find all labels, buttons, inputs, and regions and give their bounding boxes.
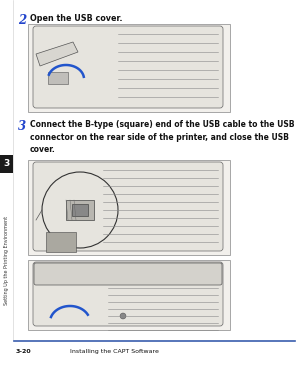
FancyBboxPatch shape [33, 162, 223, 251]
Bar [72, 204, 88, 216]
FancyBboxPatch shape [33, 262, 223, 326]
Bar [28, 24, 230, 112]
Bar [28, 160, 230, 255]
Bar [66, 200, 94, 220]
Bar [28, 260, 230, 330]
Bar [46, 232, 76, 252]
Text: 3: 3 [18, 120, 26, 133]
Bar [0, 155, 13, 173]
Circle shape [120, 313, 126, 319]
Text: Open the USB cover.: Open the USB cover. [30, 14, 122, 23]
Text: Setting Up the Printing Environment: Setting Up the Printing Environment [4, 215, 9, 305]
FancyBboxPatch shape [34, 263, 222, 285]
FancyBboxPatch shape [33, 26, 223, 108]
Text: 2: 2 [18, 14, 26, 27]
Text: Installing the CAPT Software: Installing the CAPT Software [70, 349, 159, 354]
Text: 3: 3 [3, 159, 10, 169]
Bar [48, 72, 68, 84]
Text: Connect the B-type (square) end of the USB cable to the USB
connector on the rea: Connect the B-type (square) end of the U… [30, 120, 295, 154]
Text: 3-20: 3-20 [16, 349, 32, 354]
Polygon shape [36, 42, 78, 66]
